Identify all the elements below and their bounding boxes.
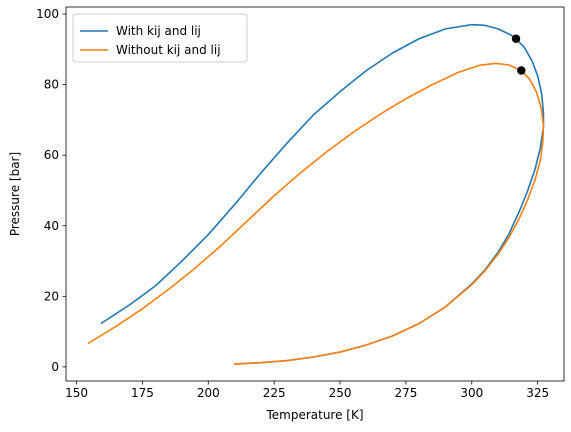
x-tick-label: 175 xyxy=(131,386,154,400)
y-tick-label: 80 xyxy=(44,78,59,92)
plot-frame xyxy=(65,6,565,382)
critical-point-marker-1 xyxy=(511,34,521,43)
series-line-1 xyxy=(100,23,545,365)
y-axis-label: Pressure [bar] xyxy=(8,152,22,236)
x-axis-label: Temperature [K] xyxy=(265,408,363,422)
x-tick-label: 200 xyxy=(197,386,220,400)
y-tick-label: 60 xyxy=(44,148,59,162)
x-tick-label: 300 xyxy=(460,386,483,400)
x-tick-label: 150 xyxy=(65,386,88,400)
critical-point-markers xyxy=(511,34,526,75)
y-tick-label: 20 xyxy=(44,289,59,303)
x-tick-label: 250 xyxy=(329,386,352,400)
legend: With kij and lij Without kij and lij xyxy=(72,13,248,63)
plot-curves xyxy=(87,23,545,365)
legend-box xyxy=(72,13,248,63)
x-tick-label: 275 xyxy=(394,386,417,400)
legend-entry-1: With kij and lij xyxy=(116,24,201,38)
legend-entry-2: Without kij and lij xyxy=(116,43,221,57)
x-tick-label: 325 xyxy=(526,386,549,400)
x-tick-label: 225 xyxy=(263,386,286,400)
y-tick-label: 40 xyxy=(44,219,59,233)
series-line-2 xyxy=(87,62,545,365)
y-tick-label: 0 xyxy=(51,360,59,374)
y-tick-label: 100 xyxy=(36,7,59,21)
y-axis-ticks: 0 20 40 60 80 100 xyxy=(36,7,66,374)
critical-point-marker-2 xyxy=(517,66,526,75)
x-axis-ticks: 150 175 200 225 250 275 300 325 xyxy=(65,381,549,400)
